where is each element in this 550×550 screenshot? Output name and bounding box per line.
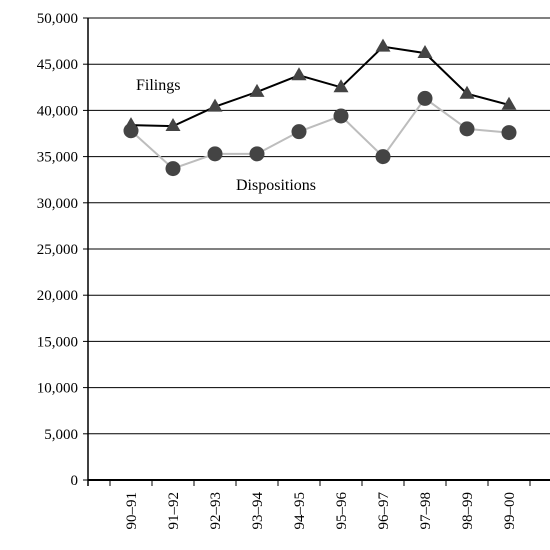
y-tick-label: 30,000 xyxy=(37,196,78,212)
data-point-circle xyxy=(291,124,307,140)
data-point-circle xyxy=(333,108,349,124)
series-line-dispositions xyxy=(130,96,510,170)
data-point-circle xyxy=(459,121,475,137)
x-tick-label: 96–97 xyxy=(376,492,392,530)
x-tick-label: 95–96 xyxy=(334,492,350,530)
data-point-triangle xyxy=(291,67,307,81)
series-label-filings: Filings xyxy=(136,77,180,94)
data-point-triangle xyxy=(165,118,181,132)
y-tick-label: 0 xyxy=(71,473,79,489)
series-line-filings xyxy=(130,45,510,128)
data-point-triangle xyxy=(207,98,223,112)
data-point-circle xyxy=(375,149,391,165)
axes xyxy=(83,17,550,486)
x-tick-label: 90–91 xyxy=(124,492,140,530)
data-point-triangle xyxy=(333,79,349,93)
data-point-circle xyxy=(165,161,181,177)
x-tick-labels: 90–91 91–92 92–93 93–94 94–95 95–96 96–97 97–98… xyxy=(124,492,518,530)
data-point-triangle xyxy=(459,85,475,99)
y-tick-label: 5,000 xyxy=(44,427,78,443)
data-point-circle xyxy=(249,146,265,162)
y-tick-label: 25,000 xyxy=(37,242,78,258)
x-tick-label: 91–92 xyxy=(166,492,182,530)
y-tick-label: 45,000 xyxy=(37,57,78,73)
y-tick-label: 20,000 xyxy=(37,288,78,304)
x-tick-label: 99–00 xyxy=(502,492,518,530)
data-point-triangle xyxy=(249,83,265,97)
series xyxy=(123,38,517,177)
y-tick-label: 50,000 xyxy=(37,11,78,27)
y-tick-label: 35,000 xyxy=(37,150,78,166)
data-point-triangle xyxy=(417,45,433,59)
y-tick-label: 10,000 xyxy=(37,381,78,397)
gridlines xyxy=(88,17,550,435)
x-tick-label: 93–94 xyxy=(250,492,266,530)
x-tick-label: 98–99 xyxy=(460,492,476,530)
data-point-triangle xyxy=(501,96,517,110)
data-point-circle xyxy=(207,146,223,162)
y-tick-label: 15,000 xyxy=(37,334,78,350)
x-tick-label: 94–95 xyxy=(292,492,308,530)
y-tick-labels: 0 5,000 10,000 15,000 20,000 25,000 30,000 35,0… xyxy=(37,11,78,489)
data-point-triangle xyxy=(123,117,139,131)
data-point-circle xyxy=(501,125,517,141)
y-tick-label: 40,000 xyxy=(37,103,78,119)
series-label-dispositions: Dispositions xyxy=(236,177,316,194)
x-tick-label: 92–93 xyxy=(208,492,224,530)
data-point-triangle xyxy=(375,38,391,52)
data-point-circle xyxy=(417,90,433,106)
x-tick-label: 97–98 xyxy=(418,492,434,530)
